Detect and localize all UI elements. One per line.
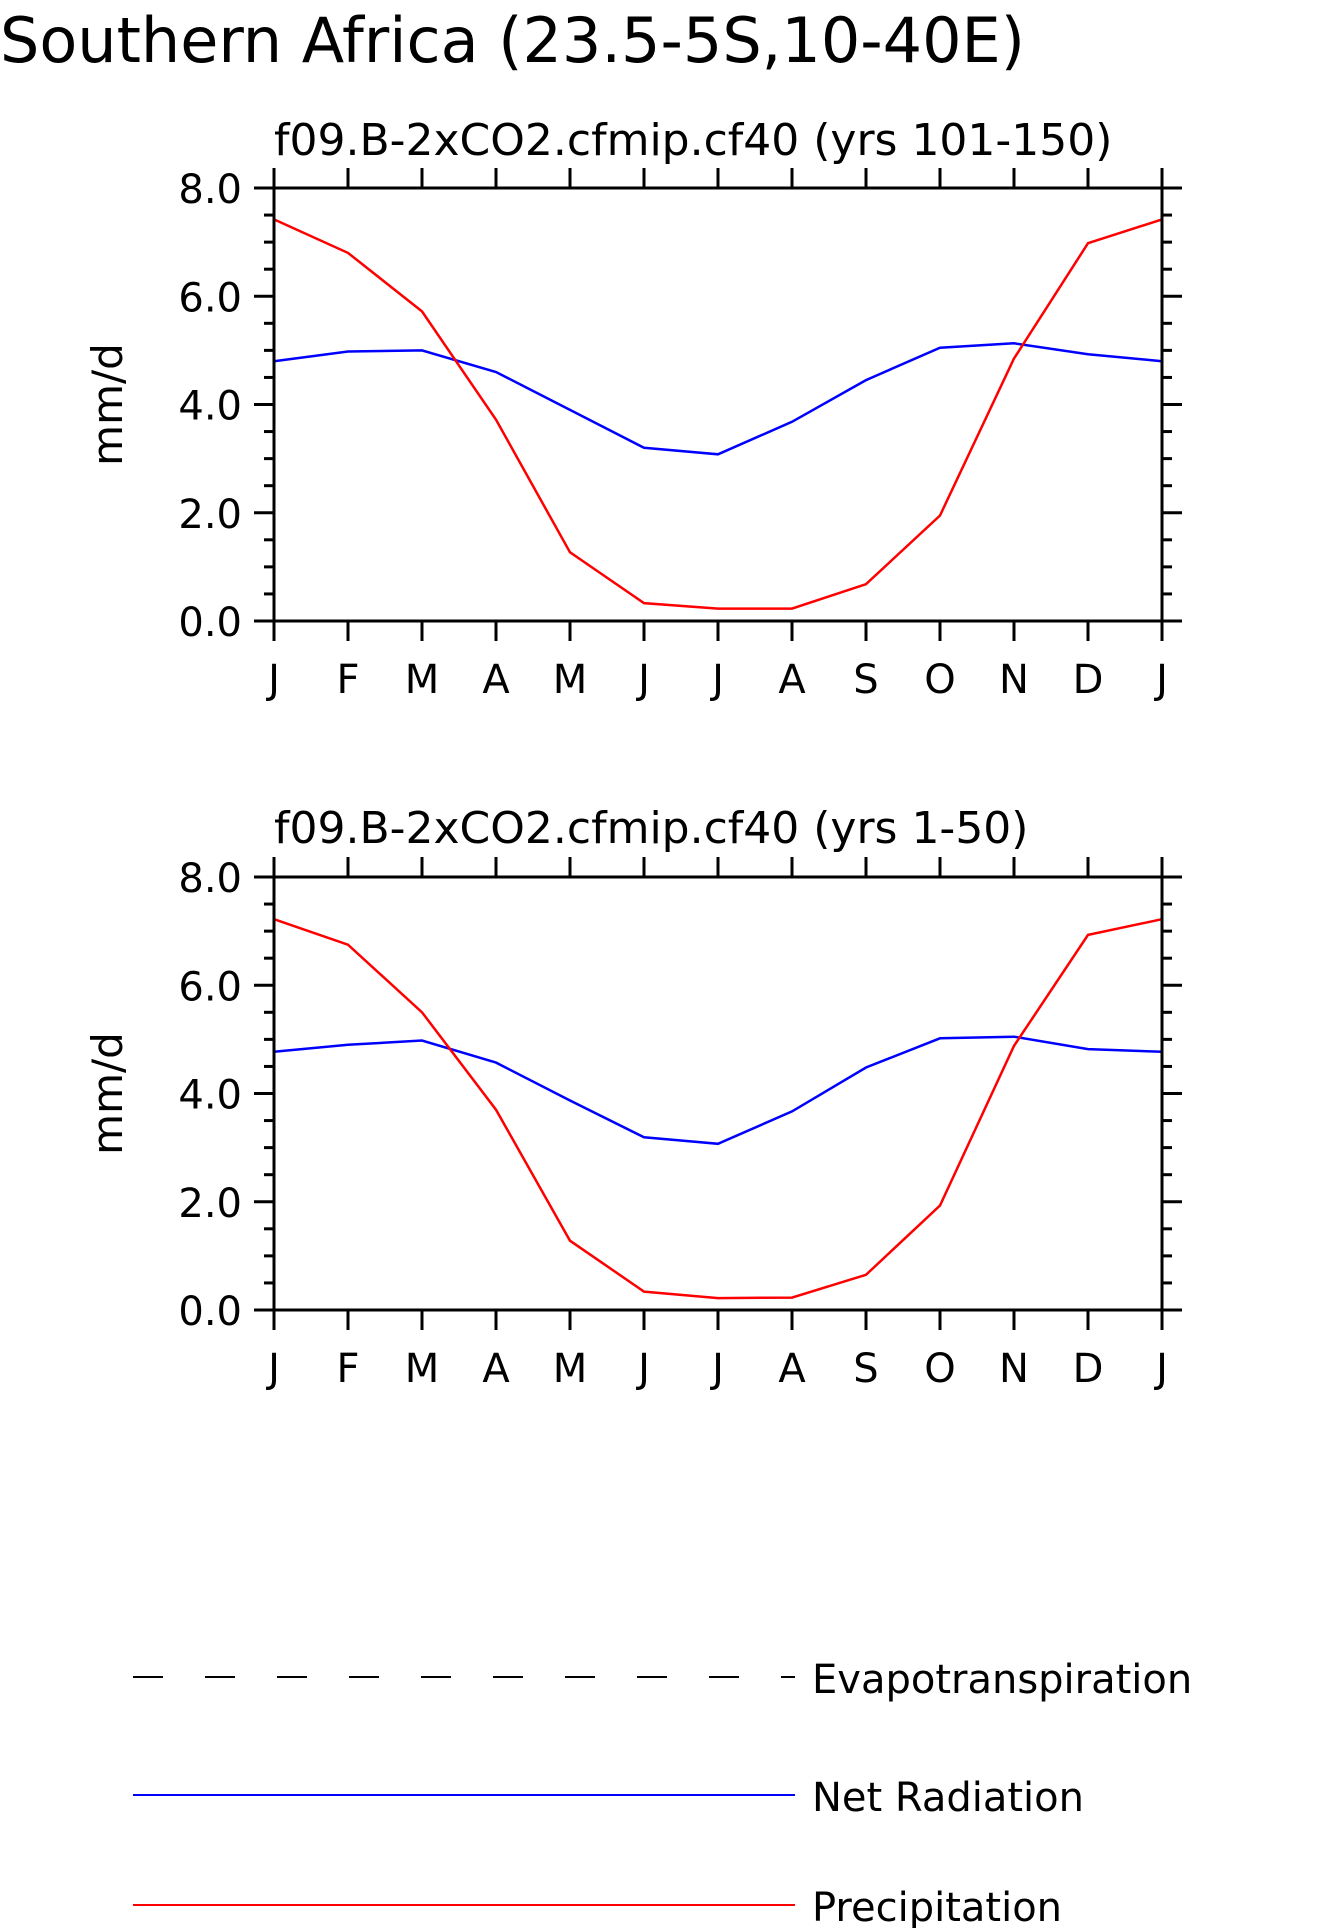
x-tick-label: O [924, 657, 955, 703]
x-tick-label: J [1153, 1346, 1168, 1392]
y-tick-label: 8.0 [178, 856, 242, 902]
x-tick-label: S [853, 657, 878, 703]
y-tick-label: 0.0 [178, 600, 242, 646]
axis-ticks [254, 168, 1182, 641]
y-tick-label: 0.0 [178, 1289, 242, 1335]
plot-frame [272, 875, 1164, 1312]
x-tick-label: J [635, 1346, 650, 1392]
chart-panel-1: f09.B-2xCO2.cfmip.cf40 (yrs 101-150) 0.0 2… [83, 115, 1182, 703]
x-tick-label: N [999, 657, 1029, 703]
x-tick-label: D [1073, 1346, 1104, 1392]
figure-title: Southern Africa (23.5-5S,10-40E) [0, 4, 1025, 77]
x-tick-label: S [853, 1346, 878, 1392]
x-tick-label: J [635, 657, 650, 703]
x-tick-label: J [1153, 657, 1168, 703]
legend-label: Evapotranspiration [812, 1657, 1192, 1703]
x-tick-label: J [709, 657, 724, 703]
x-tick-label: D [1073, 657, 1104, 703]
y-tick-label: 8.0 [178, 167, 242, 213]
axis-ticks [254, 857, 1182, 1330]
series-line-precipitation [273, 917, 1163, 1300]
y-tick-label: 6.0 [178, 964, 242, 1010]
legend-label: Net Radiation [812, 1775, 1084, 1821]
x-tick-label: M [553, 657, 588, 703]
x-tick-label: A [482, 1346, 510, 1392]
x-tick-label: M [553, 1346, 588, 1392]
x-tick-label: J [265, 657, 280, 703]
chart-panel-2: f09.B-2xCO2.cfmip.cf40 (yrs 1-50) 0.0 2.0 4… [83, 803, 1182, 1392]
chart-title: f09.B-2xCO2.cfmip.cf40 (yrs 101-150) [274, 115, 1112, 166]
legend-item-precipitation: Precipitation [133, 1885, 1062, 1928]
chart-panels: f09.B-2xCO2.cfmip.cf40 (yrs 101-150) 0.0 2… [83, 115, 1182, 1392]
x-tick-label: A [778, 1346, 806, 1392]
y-tick-label: 4.0 [178, 1073, 242, 1119]
x-tick-label: O [924, 1346, 955, 1392]
y-tick-label: 2.0 [178, 492, 242, 538]
y-tick-label: 4.0 [178, 384, 242, 430]
y-tick-label: 6.0 [178, 275, 242, 321]
legend-item-net-radiation: Net Radiation [133, 1775, 1084, 1821]
y-axis-label: mm/d [83, 1032, 132, 1155]
series-line-net-radiation [273, 342, 1163, 456]
chart-title: f09.B-2xCO2.cfmip.cf40 (yrs 1-50) [274, 803, 1028, 854]
x-tick-label: F [336, 1346, 359, 1392]
x-tick-label: A [778, 657, 806, 703]
legend-item-evapotranspiration: Evapotranspiration [133, 1657, 1192, 1703]
x-tick-label: M [405, 1346, 440, 1392]
x-tick-label: F [336, 657, 359, 703]
y-axis-label: mm/d [83, 343, 132, 466]
x-tick-label: A [482, 657, 510, 703]
x-tick-label: M [405, 657, 440, 703]
x-tick-label: J [265, 1346, 280, 1392]
plot-frame [272, 186, 1164, 623]
series-line-precipitation [273, 218, 1163, 610]
legend: Evapotranspiration Net Radiation Precipita… [133, 1657, 1192, 1928]
legend-label: Precipitation [812, 1885, 1062, 1928]
x-tick-label: N [999, 1346, 1029, 1392]
y-tick-label: 2.0 [178, 1181, 242, 1227]
x-tick-label: J [709, 1346, 724, 1392]
series-line-net-radiation [273, 1035, 1163, 1146]
